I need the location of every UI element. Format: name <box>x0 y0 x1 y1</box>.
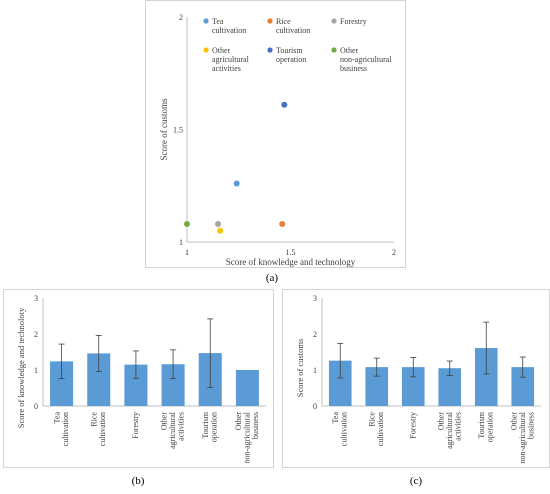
x-tick-label: Teacultivation <box>52 412 69 447</box>
legend-label: Other agricultural activities <box>212 46 250 73</box>
y-tick-label: 2 <box>34 330 38 339</box>
y-tick-label: 0 <box>313 402 317 411</box>
scatter-panel: 1 1.5 2 1 1.5 2 Score of knowledge and technol… <box>145 0 406 268</box>
y-tick-label: 2 <box>313 330 317 339</box>
y-tick-label: 3 <box>34 294 38 303</box>
bar <box>161 364 185 406</box>
x-tick-label: Forestry <box>131 412 140 439</box>
x-tick-label: Teacultivation <box>331 412 349 447</box>
y-axis-title: Score of knowledge and technoloty <box>16 307 26 428</box>
legend-marker <box>331 47 337 53</box>
legend-label: Tourism operation <box>276 46 306 64</box>
bar-chart-knowledge: 0 1 2 3 Score of knowledge and technoloty Tea… <box>16 294 266 464</box>
y-tick-label: 3 <box>313 294 317 303</box>
x-tick-label: Tourismoperation <box>201 411 219 442</box>
y-tick-label: 1 <box>34 366 38 375</box>
bar <box>511 367 535 406</box>
x-axis-title: Score of knowledge and technology <box>226 257 356 267</box>
x-tick-label: Ricecultivation <box>90 412 108 447</box>
legend-marker <box>267 18 273 24</box>
x-tick-label: Forestry <box>408 412 417 439</box>
caption-b: (b) <box>131 475 145 487</box>
caption-a: (a) <box>265 272 279 284</box>
scatter-chart: 1 1.5 2 1 1.5 2 Score of knowledge and technol… <box>159 13 396 267</box>
x-tick-label: 1.5 <box>286 248 296 257</box>
bar <box>87 353 111 406</box>
bar-panel-knowledge: 0 1 2 3 Score of knowledge and technoloty Tea… <box>3 289 274 468</box>
legend-marker <box>331 18 337 24</box>
bar <box>235 370 259 406</box>
caption-c: (c) <box>409 475 423 487</box>
y-tick-label: 0 <box>34 402 38 411</box>
x-tick-label: Ricecultivation <box>368 412 386 447</box>
legend-label: Rice cultivation <box>276 17 310 35</box>
x-tick-label: Othernon-agriculturalbusiness <box>509 411 535 463</box>
x-tick-label: Otheragriculturalactivities <box>436 411 462 449</box>
y-tick-label: 1 <box>313 366 317 375</box>
bar-panel-customs: 0 1 2 3 Score of customs Teacultivation Ricecu… <box>282 289 550 468</box>
scatter-point <box>233 180 240 187</box>
x-tick-label: 2 <box>392 248 396 257</box>
bar <box>365 367 389 406</box>
legend-label: Tea cultivation <box>212 17 246 35</box>
scatter-point <box>279 221 286 227</box>
scatter-point <box>281 101 288 108</box>
scatter-point <box>184 221 190 227</box>
y-axis-title: Score of customs <box>295 339 305 398</box>
x-tick-label: Othernon-agriculturalbusiness <box>234 411 260 463</box>
bar <box>124 364 148 406</box>
x-tick-label: Tourismoperation <box>477 411 495 442</box>
x-tick-label: 1 <box>185 248 189 257</box>
bar-chart-customs: 0 1 2 3 Score of customs Teacultivation Ricecu… <box>295 294 541 464</box>
bar <box>438 368 462 406</box>
scatter-point <box>215 221 222 227</box>
y-tick-label: 1.5 <box>173 126 183 135</box>
bar <box>50 361 74 406</box>
x-tick-label: Otheragriculturalactivities <box>160 411 186 449</box>
legend-marker <box>203 18 209 24</box>
legend-marker <box>267 47 273 53</box>
y-tick-label: 1 <box>179 238 183 247</box>
scatter-point <box>217 227 224 234</box>
legend-label: Other non-agricultural business <box>340 46 392 73</box>
y-tick-label: 2 <box>179 13 183 22</box>
legend-label: Forestry <box>340 17 367 26</box>
bar <box>328 360 352 406</box>
legend-marker <box>203 47 209 53</box>
y-axis-title: Score of customs <box>159 98 169 160</box>
bar <box>474 348 498 406</box>
bar <box>401 367 425 406</box>
